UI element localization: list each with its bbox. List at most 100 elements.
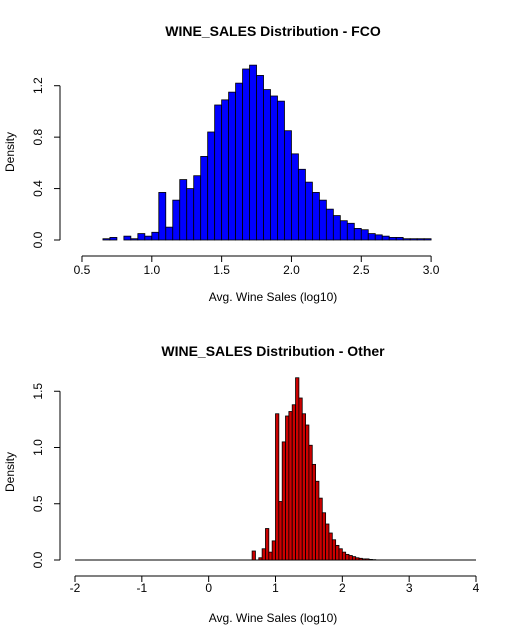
histogram-bar xyxy=(395,237,404,241)
histogram-bar xyxy=(265,528,270,561)
y-axis-label: Density xyxy=(3,452,17,492)
histogram-bar xyxy=(308,444,313,561)
histogram-bar xyxy=(258,557,263,561)
histogram-bar xyxy=(351,556,357,561)
y-tick-label: 0.8 xyxy=(31,128,45,145)
histogram-bar xyxy=(332,215,341,241)
histogram-bar xyxy=(325,208,334,241)
histogram-bar xyxy=(345,553,350,561)
histogram-bar xyxy=(321,512,327,561)
histogram-bar xyxy=(402,238,411,241)
x-tick-label: 1.0 xyxy=(143,263,160,277)
histogram-bar xyxy=(123,235,132,241)
histogram-bar xyxy=(172,199,181,241)
x-tick-label: 2.5 xyxy=(353,263,370,277)
histogram-bar xyxy=(367,233,376,241)
histogram-bar xyxy=(251,550,256,561)
x-axis-label: Avg. Wine Sales (log10) xyxy=(209,611,338,625)
histogram-bar xyxy=(315,480,320,561)
histogram-bar xyxy=(305,424,310,561)
x-tick-label: 2 xyxy=(339,581,346,595)
histogram-bar xyxy=(281,441,286,561)
histogram-bar xyxy=(249,64,257,241)
histogram-bar xyxy=(268,551,273,561)
x-tick-label: -1 xyxy=(136,581,147,595)
y-tick-label: 0.0 xyxy=(31,231,45,248)
histogram-bar xyxy=(256,75,264,241)
histogram-bar xyxy=(288,411,293,561)
histogram-bar xyxy=(278,501,283,561)
histogram-bar xyxy=(388,237,397,241)
histogram-bar xyxy=(381,235,390,241)
histogram-bar xyxy=(416,238,425,241)
histogram-bar xyxy=(325,523,330,561)
histogram-bar xyxy=(328,532,333,561)
axes: -2 -1 0 1 2 3 4 0.0 0.5 1.0 1.5 xyxy=(31,383,480,595)
histogram-bar xyxy=(355,557,360,561)
histogram-bar xyxy=(263,89,271,241)
histogram-bar xyxy=(374,234,383,241)
histogram-bar xyxy=(193,175,202,241)
x-tick-label: 1 xyxy=(272,581,279,595)
chart-title: WINE_SALES Distribution - Other xyxy=(161,343,385,359)
histogram-bar xyxy=(102,238,111,241)
histogram-bar xyxy=(179,179,188,241)
x-axis-label: Avg. Wine Sales (log10) xyxy=(209,290,338,304)
histogram-bar xyxy=(339,220,348,241)
histogram-bar xyxy=(365,558,370,561)
x-tick-label: 3 xyxy=(406,581,413,595)
histogram-bars xyxy=(102,64,432,241)
histogram-bar xyxy=(311,463,316,561)
histogram-bar xyxy=(301,413,306,561)
histogram-bar xyxy=(130,238,139,241)
histogram-bar xyxy=(331,539,337,561)
y-tick-label: 0.4 xyxy=(31,180,45,197)
histogram-bar xyxy=(235,82,243,241)
histogram-bar xyxy=(144,235,153,241)
histogram-bar xyxy=(284,130,292,241)
histogram-bar xyxy=(295,377,300,561)
histogram-bar xyxy=(214,104,223,241)
histogram-bar xyxy=(186,188,195,241)
histogram-bar xyxy=(361,558,367,561)
histogram-bar xyxy=(291,153,299,241)
histogram-bar xyxy=(318,497,323,561)
histogram-bar xyxy=(305,181,313,241)
histogram-bar xyxy=(360,229,369,241)
histogram-bar xyxy=(261,548,266,561)
axes: 0.5 1.0 1.5 2.0 2.5 3.0 0.0 0.4 0.8 1.2 xyxy=(31,77,440,277)
histogram-bar xyxy=(318,199,327,241)
histogram-bar xyxy=(291,404,296,561)
y-axis-label: Density xyxy=(3,132,17,172)
y-tick-label: 1.2 xyxy=(31,77,45,94)
histogram-bar xyxy=(109,237,118,241)
other-histogram-panel: WINE_SALES Distribution - Other Avg. Win… xyxy=(3,343,480,625)
histogram-bar xyxy=(137,233,146,241)
histogram-bar xyxy=(298,168,306,241)
histogram-bar xyxy=(368,559,373,561)
histogram-bar xyxy=(221,99,230,241)
x-tick-label: 4 xyxy=(473,581,480,595)
fco-histogram-panel: WINE_SALES Distribution - FCO Avg. Wine … xyxy=(3,23,440,304)
y-tick-label: 0.5 xyxy=(31,495,45,512)
y-tick-label: 1.0 xyxy=(31,439,45,456)
histogram-bar xyxy=(423,238,432,241)
histogram-bar xyxy=(228,91,236,241)
histogram-bar xyxy=(242,68,250,241)
chart-title: WINE_SALES Distribution - FCO xyxy=(165,23,381,39)
histogram-bar xyxy=(207,131,216,241)
histogram-bar xyxy=(151,231,160,241)
histogram-bar xyxy=(200,156,209,241)
histogram-bar xyxy=(341,551,347,561)
histogram-bar xyxy=(358,557,363,561)
x-tick-label: 2.0 xyxy=(283,263,300,277)
histogram-bar xyxy=(409,238,418,241)
histogram-bar xyxy=(298,397,303,561)
histogram-bar xyxy=(346,222,355,241)
histogram-bar xyxy=(312,192,320,241)
histogram-bar xyxy=(270,95,278,241)
x-tick-label: 3.0 xyxy=(423,263,440,277)
y-tick-label: 1.5 xyxy=(31,383,45,400)
histogram-bar xyxy=(271,540,276,561)
